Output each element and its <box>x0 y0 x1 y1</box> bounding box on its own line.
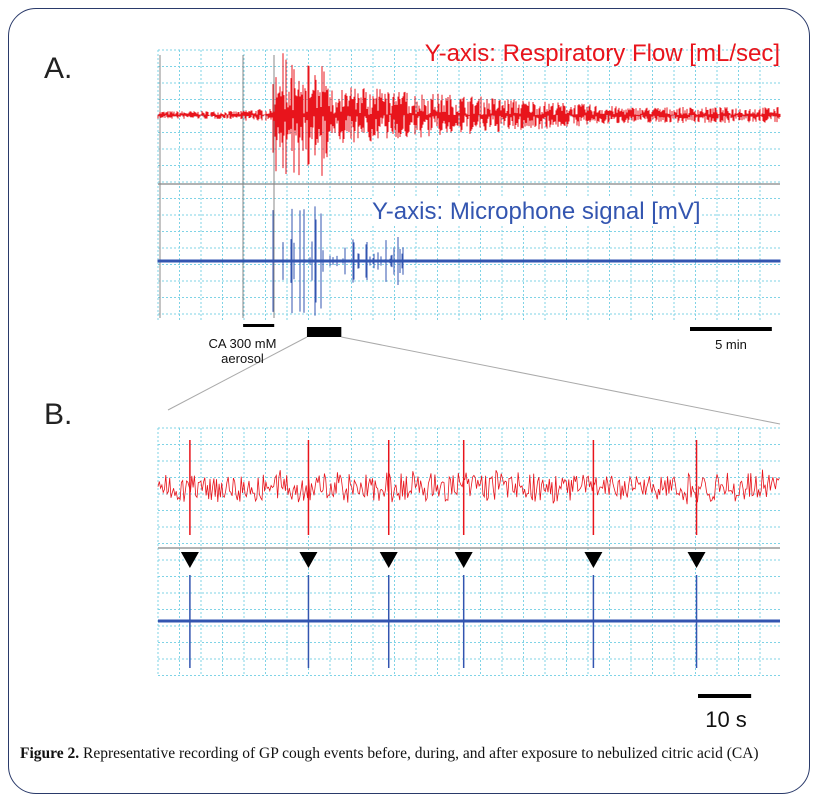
panel-b-label: B. <box>44 398 73 431</box>
stimulus-bar <box>243 324 275 327</box>
cough-event-arrow <box>454 552 473 568</box>
zoom-line-left <box>167 336 308 411</box>
expanded-window-bar <box>306 327 342 337</box>
figure-frame <box>8 8 810 794</box>
cough-event-arrow <box>299 552 318 568</box>
mic-axis-title: Y-axis: Microphone signal [mV] <box>372 198 701 226</box>
zoom-line-right <box>341 336 781 425</box>
figure-caption: Figure 2. Representative recording of GP… <box>20 744 800 764</box>
caption-text: Representative recording of GP cough eve… <box>79 745 759 762</box>
cough-event-arrow <box>584 552 603 568</box>
cough-event-arrow <box>180 552 199 568</box>
stimulus-label-2: aerosol <box>221 351 264 366</box>
flow-axis-title: Y-axis: Respiratory Flow [mL/sec] <box>424 40 780 67</box>
cough-event-arrow <box>379 552 398 568</box>
flow-trace-b <box>157 469 780 505</box>
stimulus-label-1: CA 300 mM <box>208 336 277 351</box>
scale-label-5min: 5 min <box>715 337 747 352</box>
panel-a-label: A. <box>44 52 73 85</box>
flow-trace-a <box>157 53 781 176</box>
scale-bar-5min <box>690 327 772 331</box>
cough-event-arrow <box>687 552 706 568</box>
scale-label-10s: 10 s <box>705 707 747 732</box>
caption-label: Figure 2. <box>20 745 80 762</box>
scale-bar-10s <box>698 694 752 698</box>
